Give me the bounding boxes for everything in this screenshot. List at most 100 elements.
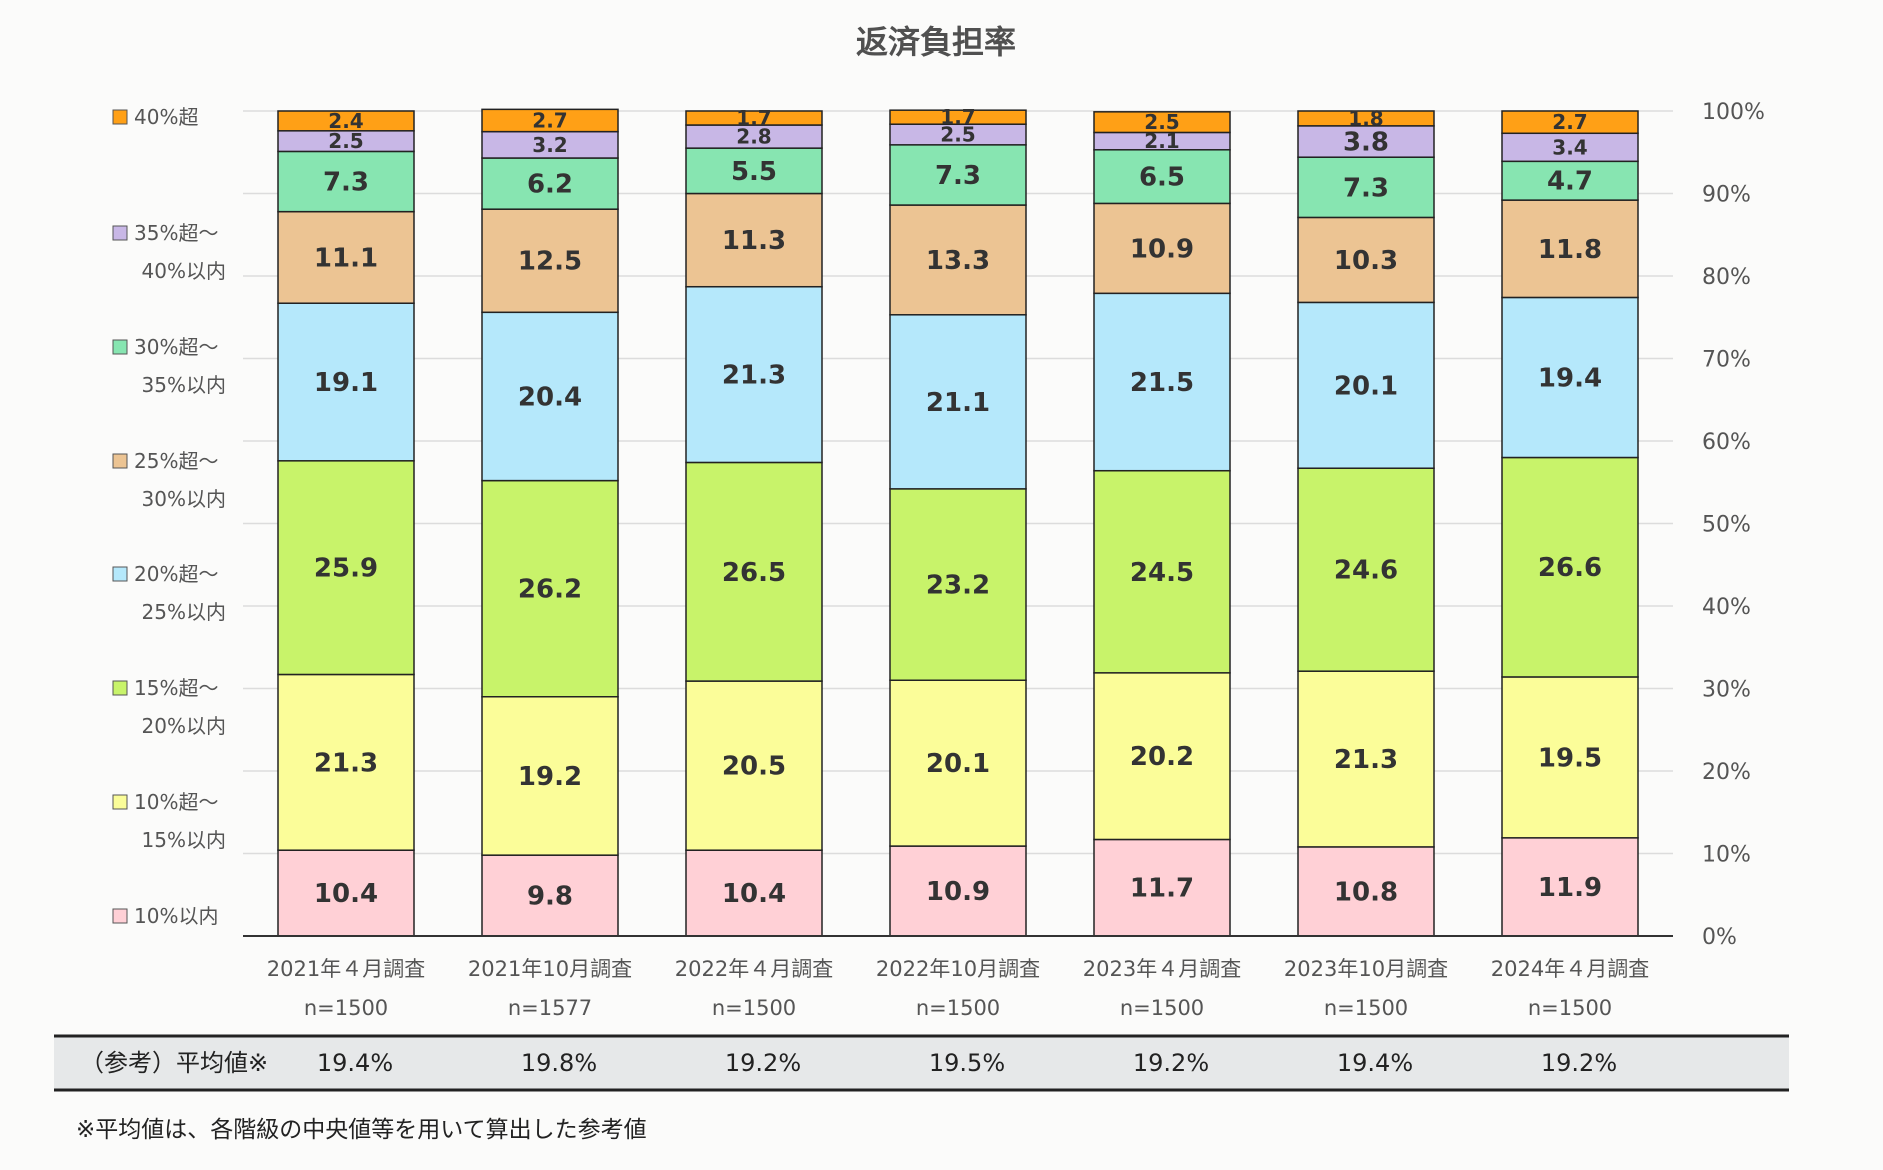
category-layer: 2021年４月調査 n=1500 2021年10月調査 n=1577 2022年４月調査…: [267, 957, 1649, 1020]
bar-segment: [685, 461, 823, 682]
legend-swatch: [112, 339, 128, 355]
bar-segment: [1501, 132, 1639, 163]
bar-segment: [481, 157, 619, 210]
bar-data-label: 20.1: [1334, 371, 1398, 401]
bar-data-label: 21.3: [1334, 745, 1398, 775]
x-tick-label: 2021年10月調査: [468, 957, 632, 981]
x-tick-label: 2022年４月調査: [675, 957, 833, 981]
bar-data-label: 21.5: [1130, 368, 1194, 398]
bar-segment: [1501, 296, 1639, 459]
bar-data-label: 19.1: [314, 368, 378, 398]
sample-size-label: n=1500: [916, 996, 1000, 1020]
legend-swatch: [112, 680, 128, 696]
bar-segment: [1093, 838, 1231, 937]
bar-data-label: 7.3: [935, 161, 981, 191]
bar-segment: [277, 110, 415, 132]
legend-swatch: [112, 566, 128, 582]
average-value: 19.2%: [725, 1049, 801, 1077]
bar-data-label: 24.6: [1334, 556, 1398, 586]
bar-segment: [1093, 111, 1231, 134]
x-tick-label: 2022年10月調査: [876, 957, 1040, 981]
legend-label: 40%以内: [142, 259, 226, 283]
bar-data-label: 26.2: [518, 575, 582, 605]
legend-label: 30%以内: [142, 487, 226, 511]
y-tick-label: 10%: [1702, 843, 1751, 868]
y-tick-label: 70%: [1702, 348, 1751, 373]
bar-data-label: 3.4: [1552, 135, 1587, 159]
average-value: 19.2%: [1133, 1049, 1209, 1077]
bar-data-label: 21.3: [722, 361, 786, 391]
y-tick-label: 30%: [1702, 678, 1751, 703]
legend-label: 10%以内: [134, 904, 218, 928]
y-tick-label: 20%: [1702, 760, 1751, 785]
bar-data-label: 7.3: [323, 168, 369, 198]
bar-segment: [481, 479, 619, 698]
average-row-bg: [54, 1036, 1789, 1090]
legend-label: 25%以内: [142, 600, 226, 624]
bars-layer: 10.421.325.919.111.17.32.52.49.819.226.2…: [277, 105, 1639, 937]
bar-data-label: 25.9: [314, 554, 378, 584]
legend-label: 35%以内: [142, 373, 226, 397]
bar-data-label: 19.4: [1538, 363, 1602, 393]
bar-segment: [1093, 292, 1231, 472]
average-value: 19.4%: [317, 1049, 393, 1077]
bar-segment: [685, 680, 823, 851]
bar-segment: [1093, 469, 1231, 674]
bar-segment: [481, 130, 619, 159]
legend-swatch: [112, 453, 128, 469]
legend-swatch: [112, 794, 128, 810]
legend-label: 25%超～: [134, 449, 218, 473]
bar-data-label: 10.4: [314, 879, 378, 909]
bar-segment: [481, 108, 619, 133]
bar-data-label: 10.8: [1334, 877, 1398, 907]
bar-data-label: 13.3: [926, 246, 990, 276]
legend-label: 35%超～: [134, 221, 218, 245]
bar-data-label: 2.8: [736, 125, 771, 149]
bar-data-label: 20.4: [518, 382, 582, 412]
legend-label: 10%超～: [134, 790, 218, 814]
bar-data-label: 11.7: [1130, 874, 1194, 904]
bar-data-label: 11.1: [314, 243, 378, 273]
legend-swatch: [112, 225, 128, 241]
sample-size-label: n=1500: [712, 996, 796, 1020]
average-value: 19.5%: [929, 1049, 1005, 1077]
bar-segment: [889, 204, 1027, 316]
bar-segment: [481, 696, 619, 856]
bar-data-label: 20.5: [722, 752, 786, 782]
y-tick-label: 90%: [1702, 183, 1751, 208]
bar-data-label: 11.3: [722, 226, 786, 256]
bar-data-label: 1.8: [1348, 106, 1383, 130]
sample-size-label: n=1500: [1528, 996, 1612, 1020]
bar-segment: [481, 854, 619, 937]
bar-data-label: 10.9: [926, 877, 990, 907]
bar-data-label: 1.7: [736, 106, 771, 130]
bar-data-label: 19.5: [1538, 743, 1602, 773]
bar-data-label: 5.5: [731, 157, 777, 187]
average-row: （参考）平均値※ 19.4% 19.8% 19.2% 19.5% 19.2% 19.4% 1…: [54, 1034, 1789, 1092]
average-value: 19.2%: [1541, 1049, 1617, 1077]
bar-segment: [481, 208, 619, 314]
bar-segment: [1501, 199, 1639, 299]
bar-data-label: 10.9: [1130, 234, 1194, 264]
y-tick-label: 0%: [1702, 925, 1737, 950]
sample-size-label: n=1500: [1324, 996, 1408, 1020]
bar-segment: [1297, 301, 1435, 469]
legend-label: 20%以内: [142, 714, 226, 738]
bar-segment: [889, 679, 1027, 847]
bar-segment: [685, 192, 823, 288]
average-value: 19.4%: [1337, 1049, 1413, 1077]
bar-segment: [1093, 672, 1231, 841]
bar-segment: [1297, 110, 1435, 127]
bar-segment: [277, 673, 415, 851]
axis-layer: 0% 10% 20% 30% 40% 50% 60% 70% 80% 90% 100%: [243, 100, 1765, 950]
bar-data-label: 4.7: [1547, 167, 1593, 197]
bar-data-label: 23.2: [926, 571, 990, 601]
bar-segment: [1297, 156, 1435, 219]
bar-data-label: 20.2: [1130, 742, 1194, 772]
y-tick-label: 100%: [1702, 100, 1765, 125]
bar-segment: [1093, 202, 1231, 295]
footnote: ※平均値は、各階級の中央値等を用いて算出した参考値: [76, 1117, 647, 1143]
bar-data-label: 6.5: [1139, 163, 1185, 193]
